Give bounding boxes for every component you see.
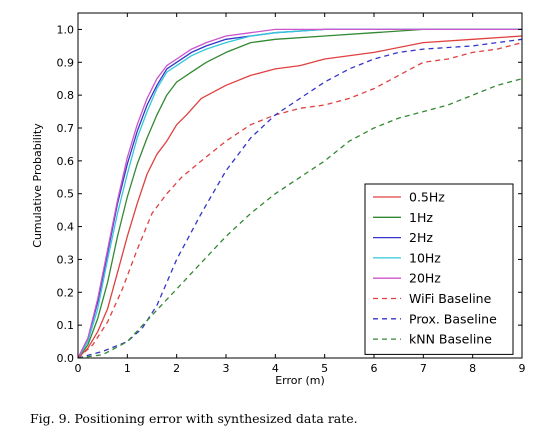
series-prox-baseline-line: [77, 38, 523, 359]
y-tick-label-0: 0.0: [57, 352, 75, 365]
y-tick-label-1: 0.1: [57, 319, 75, 332]
legend-label-10hz: 10Hz: [409, 250, 441, 265]
series-knn-baseline-line: [77, 78, 523, 359]
curves-layer: [77, 28, 523, 359]
figure-caption: Fig. 9. Positioning error with synthesiz…: [30, 411, 358, 426]
y-tick-label-9: 0.9: [57, 56, 75, 69]
y-tick-label-8: 0.8: [57, 89, 75, 102]
y-tick-label-2: 0.2: [57, 286, 75, 299]
legend: 0.5Hz 1Hz 2Hz 10Hz 20Hz WiFi Baseline Prox. Ba…: [364, 183, 514, 355]
legend-label-prox-baseline: Prox. Baseline: [409, 311, 497, 326]
y-tick-label-7: 0.7: [57, 122, 75, 135]
x-tick-label-2: 2: [173, 362, 180, 375]
series-wifi-baseline-line: [77, 41, 523, 359]
legend-label-1hz: 1Hz: [409, 210, 433, 225]
plot-frame: [77, 12, 523, 359]
legend-label-wifi-baseline: WiFi Baseline: [409, 291, 492, 306]
series-10hz-line: [77, 28, 522, 359]
x-tick-label-3: 3: [223, 362, 230, 375]
legend-label-0-5hz: 0.5Hz: [409, 190, 445, 205]
ticks-layer: 0 1 2 3 4 5 6 7 8 9 0.0 0.1 0.2 0.3 0.4 0.5 0.6 0.7 0.8 0.9…: [57, 13, 526, 375]
x-tick-label-8: 8: [469, 362, 476, 375]
x-tick-label-7: 7: [420, 362, 427, 375]
legend-label-20hz: 20Hz: [409, 271, 441, 286]
y-tick-label-3: 0.3: [57, 253, 75, 266]
y-tick-label-6: 0.6: [57, 155, 75, 168]
series-20hz-line: [77, 28, 522, 359]
legend-label-knn-baseline: kNN Baseline: [409, 332, 492, 347]
x-tick-label-1: 1: [124, 362, 131, 375]
series-1hz-line: [77, 28, 522, 359]
legend-label-2hz: 2Hz: [409, 230, 433, 245]
x-axis-label: Error (m): [275, 374, 325, 387]
x-tick-label-6: 6: [371, 362, 378, 375]
y-tick-label-5: 0.5: [57, 188, 75, 201]
x-tick-label-4: 4: [272, 362, 279, 375]
x-tick-label-0: 0: [75, 362, 82, 375]
x-tick-label-5: 5: [321, 362, 328, 375]
series-0-5hz-line: [77, 35, 523, 359]
y-axis-label: Cumulative Probability: [31, 123, 44, 248]
legend-box: [364, 183, 514, 355]
y-tick-label-4: 0.4: [57, 221, 75, 234]
y-tick-label-10: 1.0: [57, 23, 75, 36]
x-tick-label-9: 9: [519, 362, 526, 375]
